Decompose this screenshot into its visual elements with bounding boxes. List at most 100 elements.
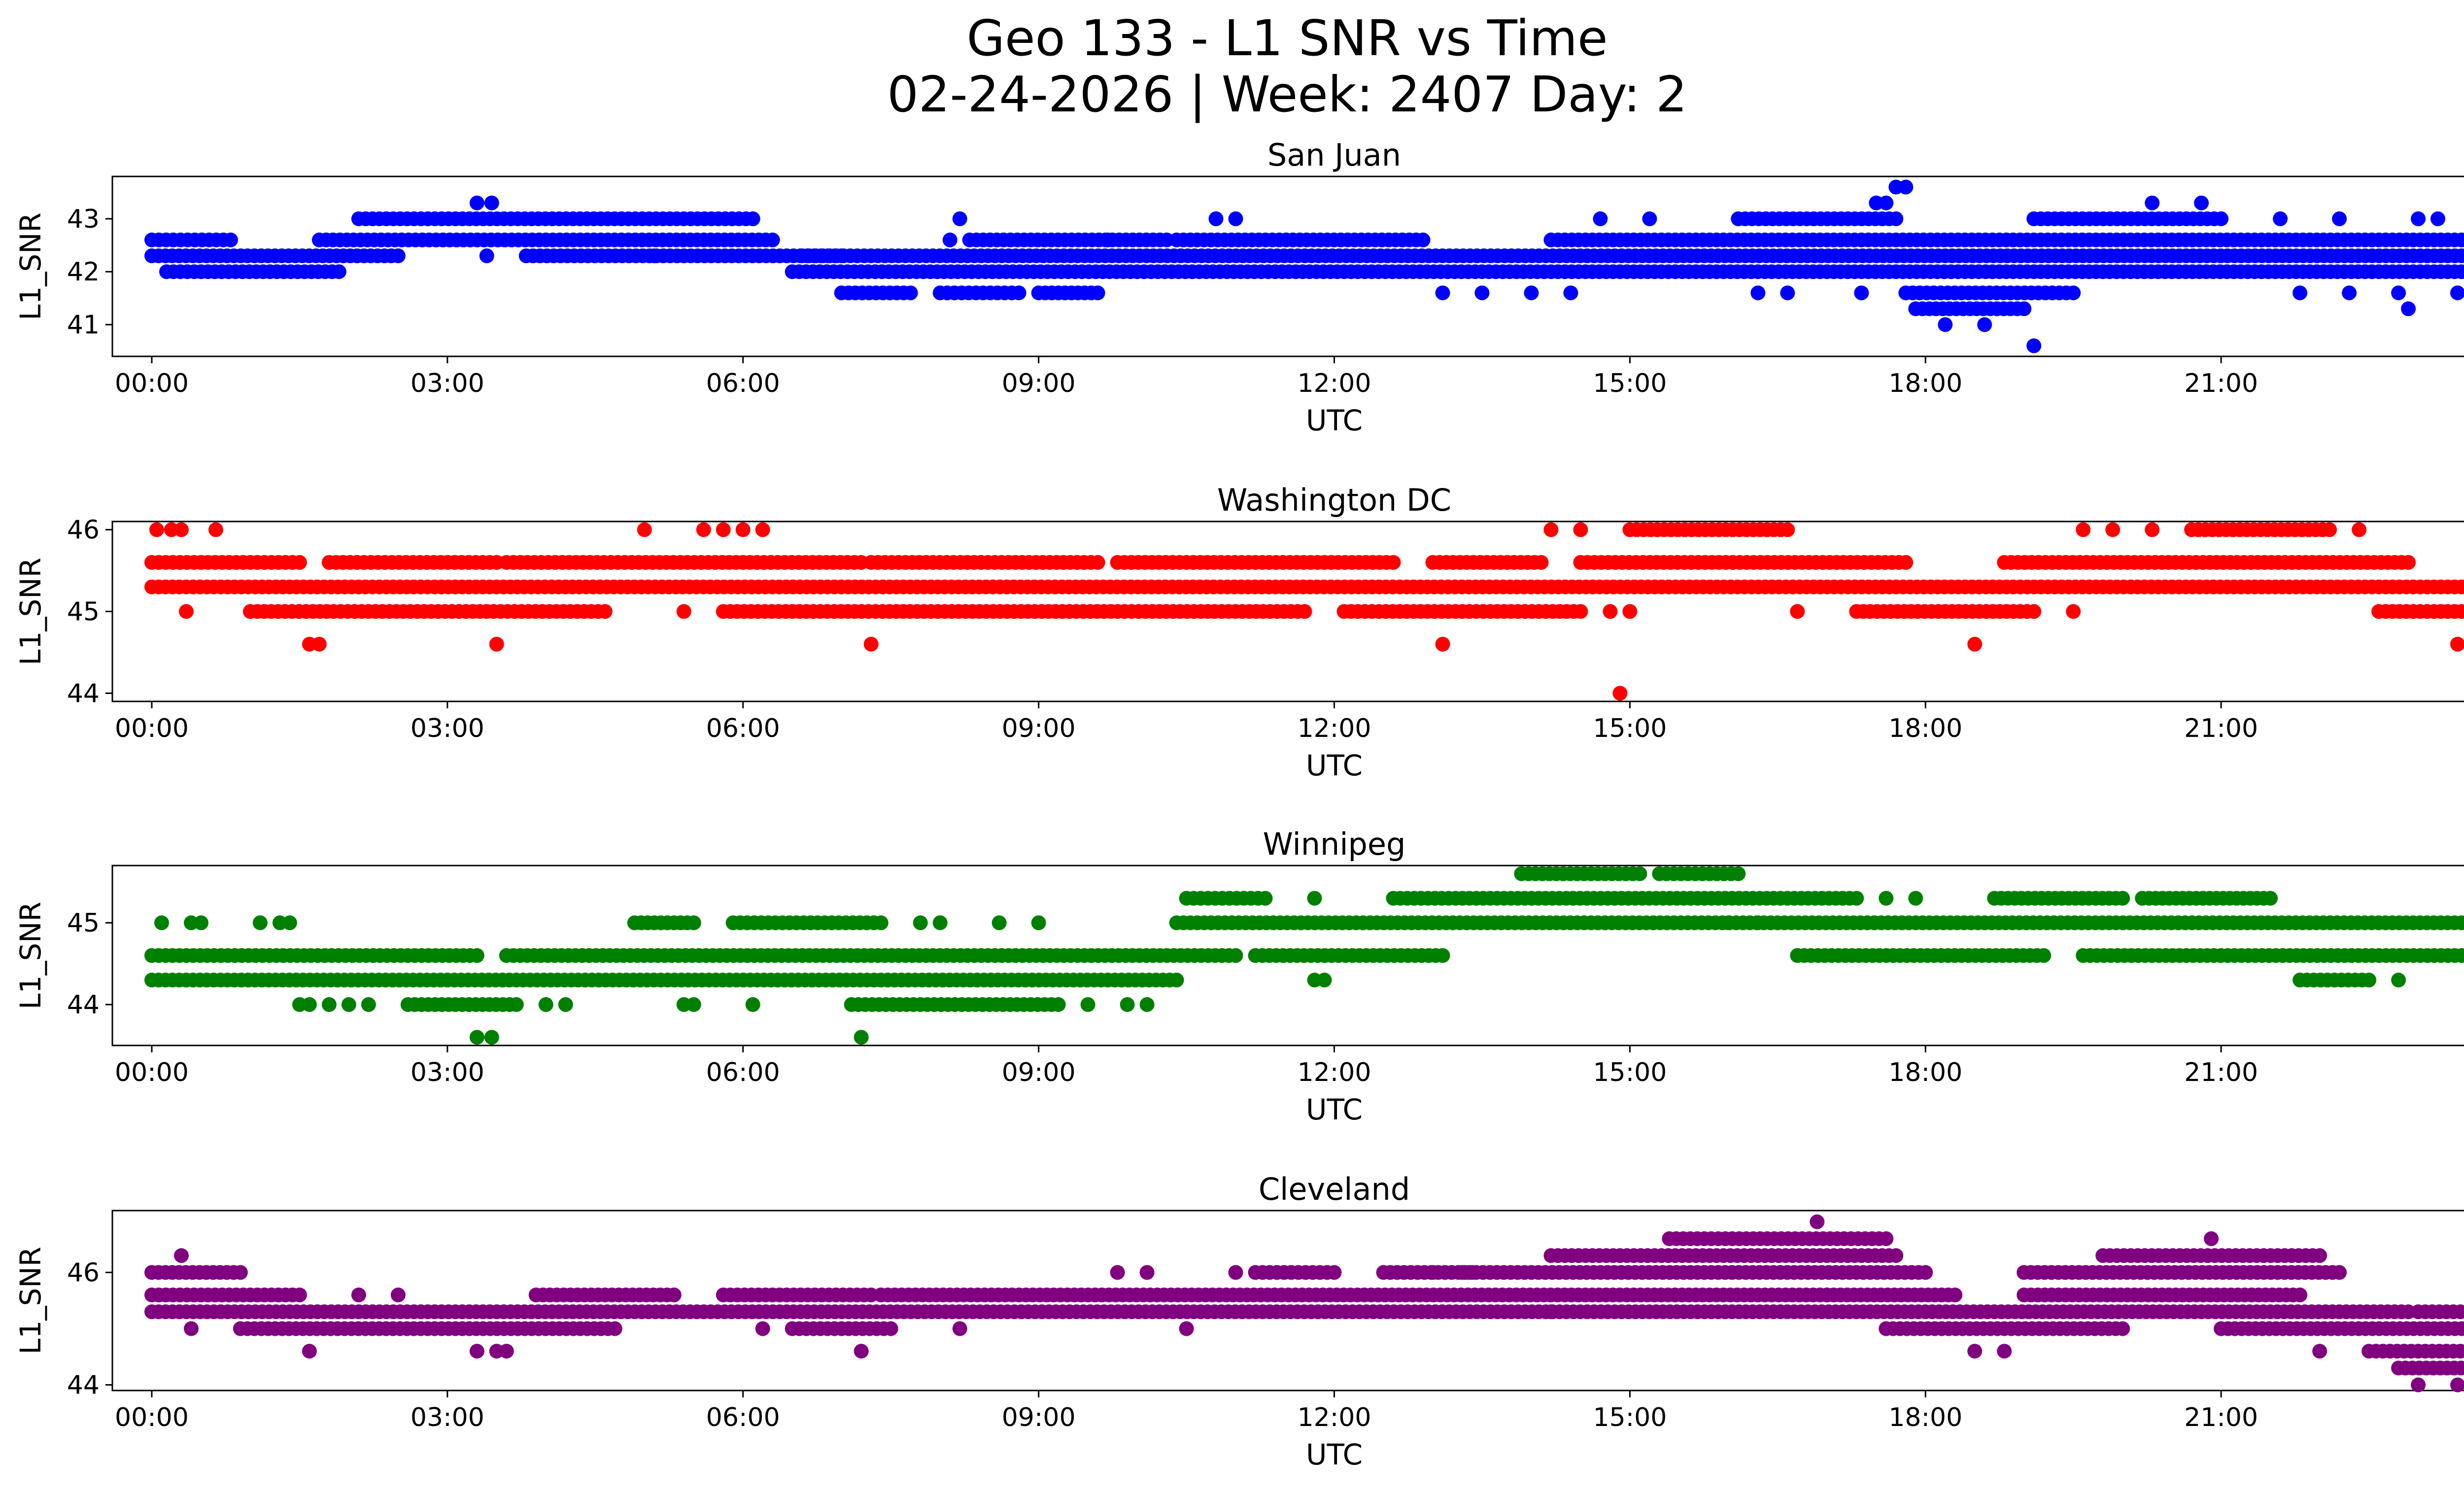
y-tick-label: 41 (67, 311, 100, 340)
data-point (2361, 973, 2377, 988)
data-point (1474, 285, 1490, 301)
data-point (2454, 232, 2464, 247)
data-point (2332, 211, 2347, 226)
data-point (1854, 285, 1869, 301)
data-point (2461, 949, 2464, 962)
subplot-cleveland: Cleveland UTC L1_SNR 00:00 03:00 06:00 09:0… (14, 1171, 2464, 1471)
data-point (149, 522, 164, 537)
x-tick-label: 21:00 (2184, 369, 2258, 398)
data-point (1918, 1265, 1933, 1280)
x-axis-label: UTC (1306, 749, 1363, 782)
data-point (390, 248, 406, 263)
x-tick-label: 00:00 (115, 369, 189, 398)
data-point (755, 1321, 770, 1336)
data-points (144, 866, 2464, 1045)
data-point (2460, 1305, 2464, 1319)
data-point (735, 522, 751, 537)
data-point (686, 997, 701, 1012)
data-point (2066, 604, 2081, 619)
data-point (1139, 1265, 1155, 1280)
data-point (1632, 866, 1647, 881)
data-point (1731, 866, 1746, 881)
data-point (2145, 522, 2160, 537)
x-tick-label: 15:00 (1593, 369, 1667, 398)
data-point (2352, 522, 2367, 537)
data-point (1031, 915, 1046, 931)
data-point (1386, 555, 1401, 570)
data-point (1898, 555, 1914, 570)
data-point (745, 211, 760, 226)
data-point (1888, 211, 1904, 226)
data-point (2017, 301, 2032, 316)
data-point (883, 1321, 898, 1336)
x-tick-label: 15:00 (1593, 1058, 1667, 1087)
data-point (2461, 1322, 2464, 1335)
x-tick-label: 06:00 (706, 1403, 780, 1432)
data-point (2454, 248, 2464, 263)
data-point (1208, 211, 1224, 226)
data-point (2026, 338, 2042, 353)
data-point (538, 997, 553, 1012)
data-point (1849, 891, 1864, 906)
data-point (2411, 211, 2426, 226)
data-point (558, 997, 573, 1012)
data-point (1179, 1321, 1194, 1336)
data-point (2194, 195, 2209, 210)
data-point (469, 195, 484, 210)
data-point (1110, 1265, 1125, 1280)
data-point (1307, 891, 1322, 906)
data-point (1543, 1304, 1559, 1320)
data-point (1425, 1265, 1440, 1280)
data-point (1563, 285, 1578, 301)
data-point (2263, 891, 2278, 906)
data-point (252, 915, 268, 931)
data-point (331, 264, 346, 279)
data-point (716, 522, 731, 537)
y-axis-label: L1_SNR (14, 1247, 47, 1355)
data-point (1051, 997, 1066, 1012)
data-point (2332, 1265, 2347, 1280)
y-axis-label: L1_SNR (14, 557, 47, 665)
data-point (647, 248, 662, 263)
data-point (873, 915, 889, 931)
data-point (2401, 301, 2416, 316)
data-point (2461, 581, 2464, 593)
data-point (2145, 195, 2160, 210)
data-point (1750, 915, 1766, 931)
x-tick-label: 12:00 (1298, 369, 1371, 398)
data-point (2293, 285, 2308, 301)
data-point (1090, 555, 1105, 570)
data-point (1780, 522, 1795, 537)
data-point (1139, 997, 1155, 1012)
data-point (755, 522, 770, 537)
data-point (509, 997, 524, 1012)
data-point (863, 636, 879, 652)
data-point (2026, 604, 2042, 619)
x-tick-label: 09:00 (1002, 1058, 1076, 1087)
data-point (1721, 915, 1736, 931)
data-point (2391, 973, 2406, 988)
data-point (913, 915, 928, 931)
data-point (208, 522, 223, 537)
data-point (1879, 891, 1894, 906)
data-point (2036, 948, 2052, 963)
y-tick-label: 45 (67, 908, 100, 938)
data-point (1790, 604, 1805, 619)
data-point (2454, 1360, 2464, 1376)
data-point (1327, 1265, 1342, 1280)
x-tick-label: 06:00 (706, 714, 780, 743)
data-point (2115, 1321, 2130, 1336)
data-point (2115, 891, 2130, 906)
data-point (1435, 636, 1450, 652)
data-point (1317, 973, 1332, 988)
x-tick-label: 09:00 (1002, 1403, 1076, 1432)
data-point (637, 522, 652, 537)
data-point (2214, 211, 2229, 226)
data-point (1879, 1231, 1894, 1246)
data-point (2454, 579, 2464, 594)
subplot-title: Winnipeg (1263, 826, 1406, 862)
data-point (390, 1287, 406, 1303)
data-point (676, 604, 691, 619)
data-point (1810, 1214, 1825, 1229)
